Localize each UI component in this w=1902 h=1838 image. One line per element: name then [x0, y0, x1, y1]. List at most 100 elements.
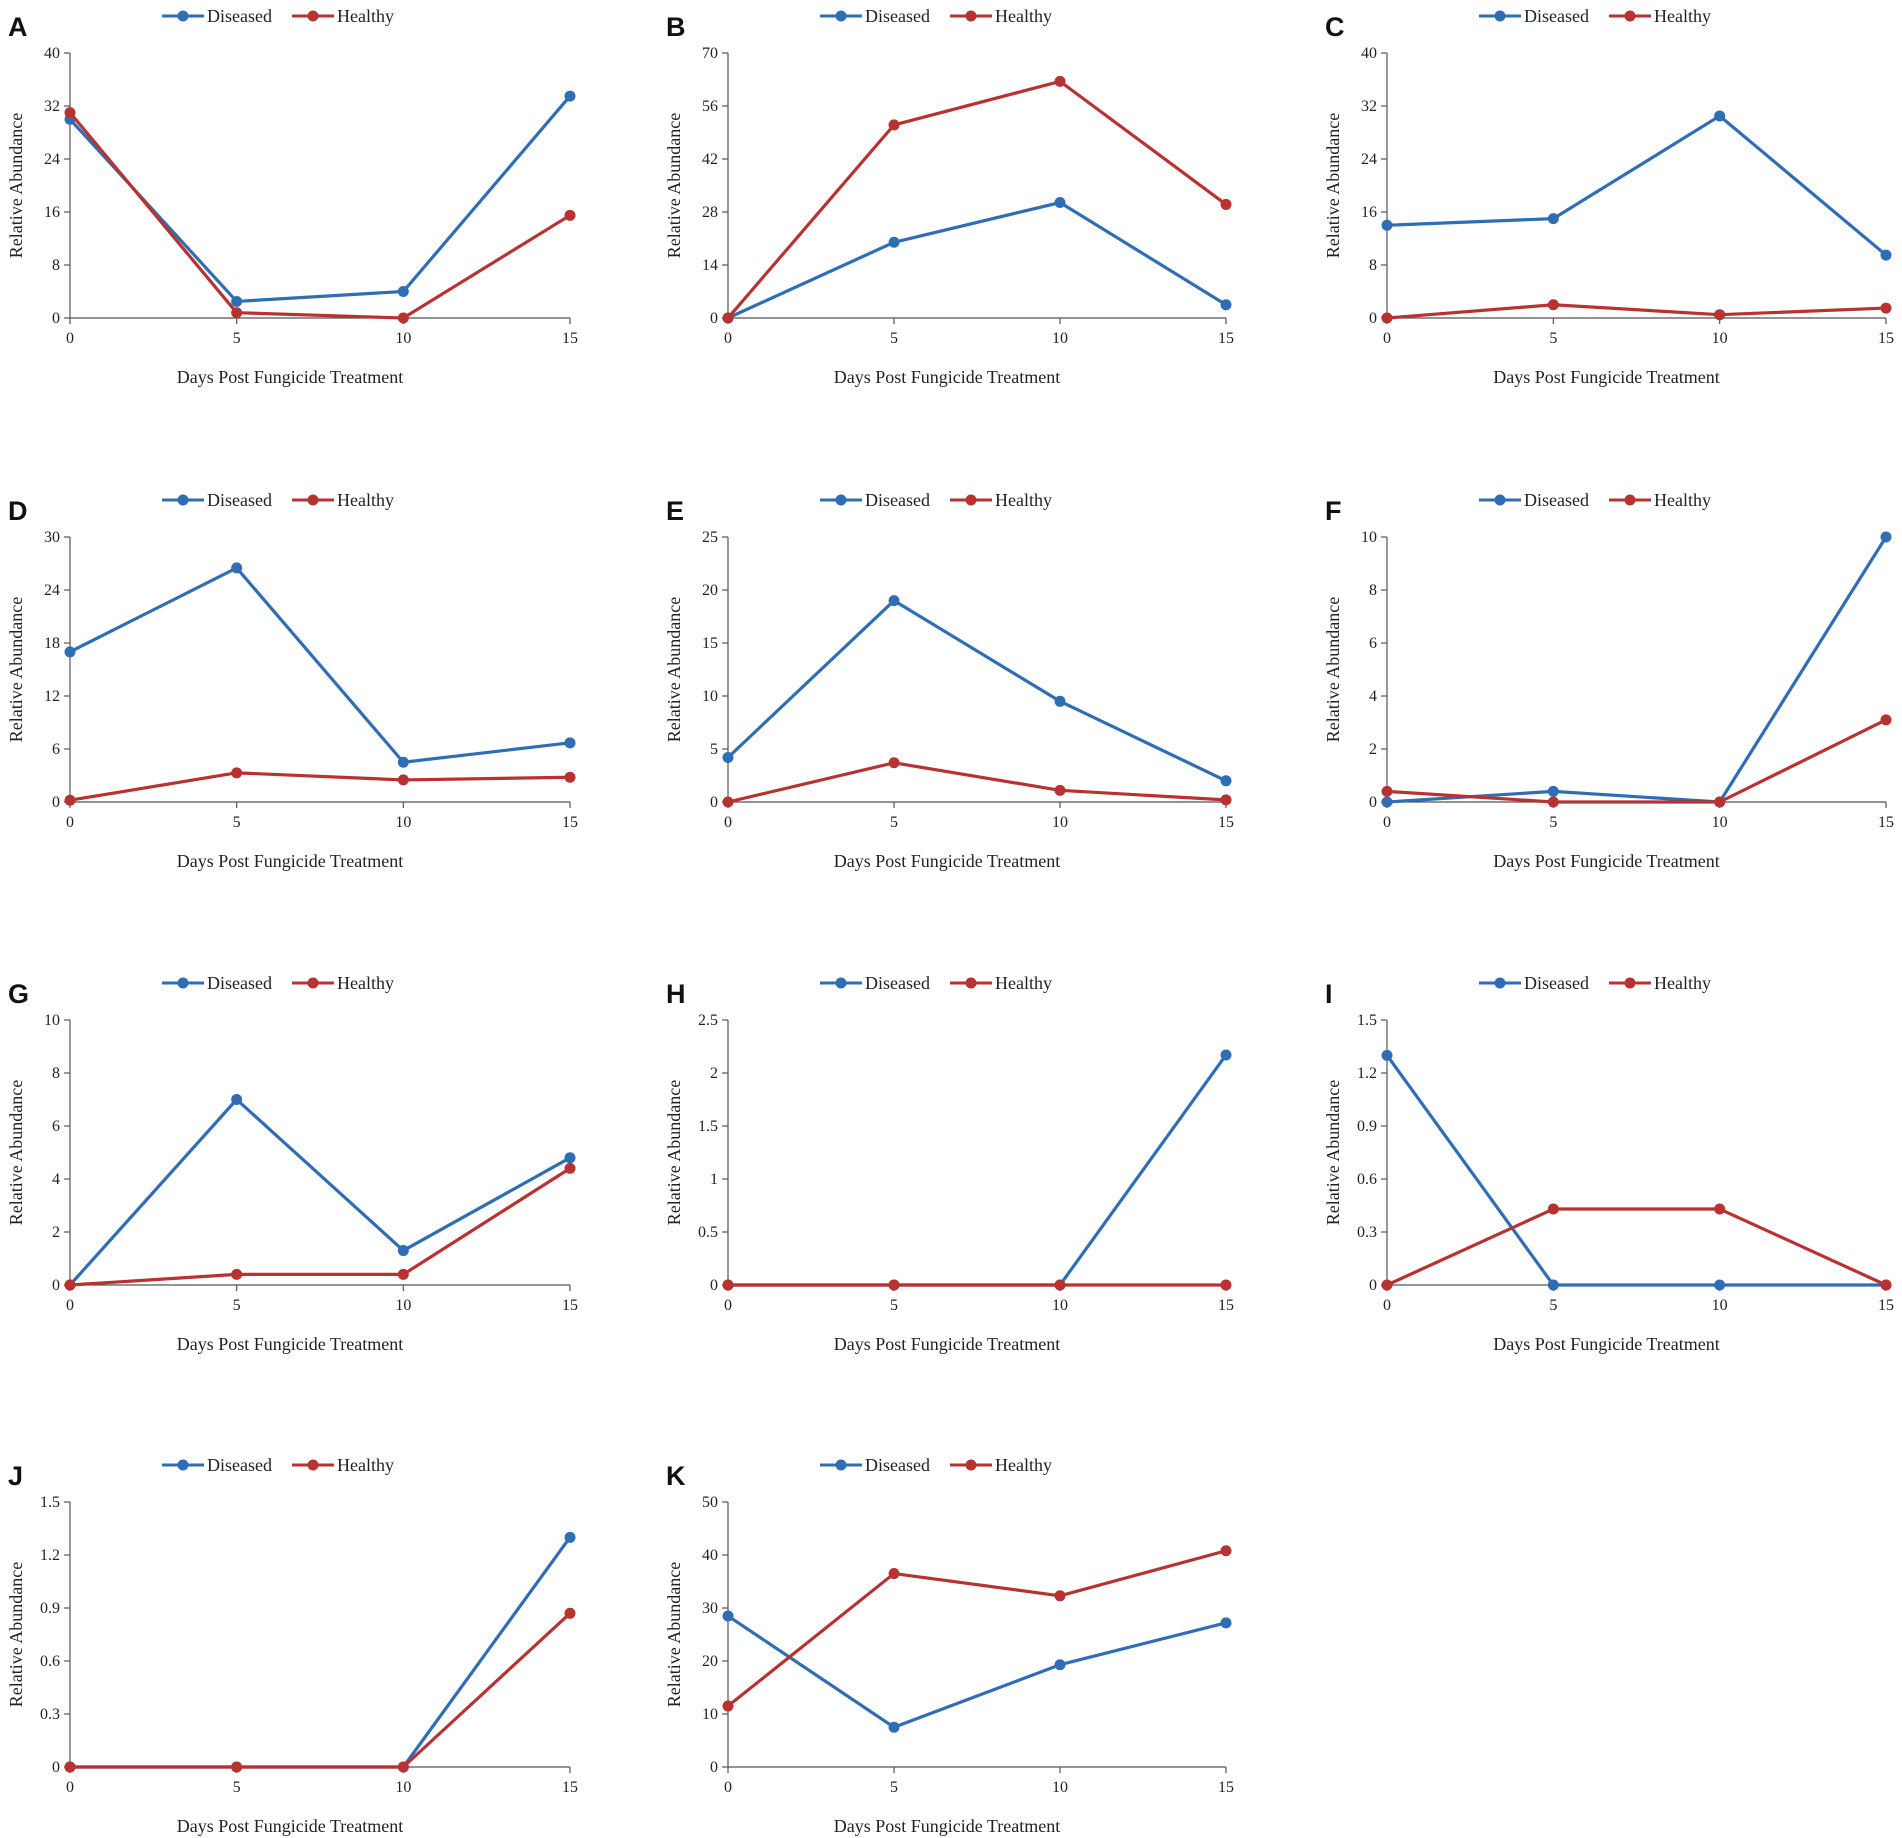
point-healthy-d: [231, 767, 243, 779]
y-tick-label-b: 70: [702, 45, 718, 62]
y-tick-label-h: 1.5: [698, 1118, 718, 1135]
panel-letter-k: K: [666, 1461, 686, 1491]
legend-label-diseased: Diseased: [865, 1455, 930, 1475]
point-healthy-j: [397, 1761, 409, 1773]
series-line-healthy-c: [1386, 303, 1887, 320]
x-tick-label-h: 10: [1052, 1297, 1068, 1314]
y-tick-label-f: 4: [1369, 688, 1377, 705]
legend-marker-diseased: [835, 10, 847, 22]
legend-marker-healthy: [1624, 10, 1636, 22]
legend-marker-diseased: [1494, 10, 1506, 22]
y-tick-label-b: 42: [702, 151, 718, 168]
x-tick-label-b: 0: [724, 330, 732, 347]
point-diseased-g: [231, 1094, 243, 1105]
x-tick-label-c: 15: [1878, 330, 1894, 347]
y-tick-label-e: 10: [702, 688, 718, 705]
y-tick-label-i: 1.5: [1357, 1012, 1377, 1029]
point-healthy-a: [397, 312, 409, 324]
y-tick-label-g: 8: [52, 1065, 60, 1082]
legend-marker-diseased: [177, 977, 189, 989]
point-healthy-g: [397, 1268, 409, 1280]
legend-marker-healthy: [307, 977, 319, 989]
x-tick-label-d: 5: [233, 814, 241, 831]
point-diseased-a: [564, 90, 576, 102]
y-tick-label-d: 30: [44, 529, 60, 546]
series-line-healthy-d: [69, 771, 571, 802]
y-tick-label-g: 4: [52, 1171, 60, 1188]
point-healthy-i: [1547, 1203, 1559, 1215]
point-healthy-j: [564, 1607, 576, 1619]
series-line-diseased-c: [1386, 114, 1888, 257]
legend-marker-healthy: [307, 1459, 319, 1471]
y-tick-label-f: 6: [1369, 635, 1377, 652]
y-tick-label-j: 0: [52, 1759, 60, 1776]
point-healthy-g: [564, 1162, 576, 1174]
y-tick-label-i: 0: [1369, 1277, 1377, 1294]
point-diseased-e: [722, 751, 734, 763]
legend-label-diseased: Diseased: [1524, 6, 1589, 26]
series-line-diseased-g: [68, 1097, 571, 1287]
y-tick-label-h: 0: [710, 1277, 718, 1294]
x-tick-label-b: 10: [1052, 330, 1068, 347]
panel-letter-a: A: [8, 12, 28, 42]
point-diseased-g: [564, 1152, 576, 1164]
y-tick-label-h: 1: [710, 1171, 718, 1188]
point-diseased-b: [1054, 197, 1066, 209]
y-tick-label-k: 0: [710, 1759, 718, 1776]
point-healthy-e: [1054, 784, 1066, 796]
x-axis-title-d: Days Post Fungicide Treatment: [177, 851, 404, 871]
legend-marker-healthy: [1624, 977, 1636, 989]
x-tick-label-f: 5: [1549, 814, 1557, 831]
legend-label-healthy: Healthy: [1654, 973, 1711, 993]
y-tick-label-i: 1.2: [1357, 1065, 1377, 1082]
point-diseased-a: [231, 295, 243, 307]
x-tick-label-e: 10: [1052, 814, 1068, 831]
point-diseased-k: [722, 1610, 734, 1622]
panel-letter-f: F: [1325, 496, 1342, 526]
y-tick-label-c: 0: [1369, 310, 1377, 327]
legend-label-diseased: Diseased: [865, 490, 930, 510]
x-tick-label-e: 0: [724, 814, 732, 831]
x-tick-label-b: 5: [890, 330, 898, 347]
x-tick-label-g: 5: [233, 1297, 241, 1314]
point-healthy-c: [1880, 302, 1892, 314]
panel-letter-j: J: [8, 1461, 23, 1491]
point-healthy-g: [64, 1279, 76, 1291]
series-line-healthy-k: [727, 1549, 1227, 1708]
x-axis-title-k: Days Post Fungicide Treatment: [834, 1816, 1061, 1836]
x-tick-label-f: 0: [1383, 814, 1391, 831]
x-tick-label-b: 15: [1218, 330, 1234, 347]
y-tick-label-c: 16: [1361, 204, 1377, 221]
y-tick-label-g: 0: [52, 1277, 60, 1294]
y-tick-label-f: 10: [1361, 529, 1377, 546]
y-tick-label-e: 25: [702, 529, 718, 546]
point-diseased-i: [1381, 1049, 1393, 1061]
panel-d: D Diseased Healthy 0 6 12 18 24 30 0 5 10 15 Days Pos…: [6, 490, 578, 871]
y-tick-label-i: 0.6: [1357, 1171, 1377, 1188]
panel-g: G Diseased Healthy 0 2 4 6 8 10 0 5 10 15 Days Post F…: [6, 973, 578, 1354]
series-line-healthy-g: [69, 1167, 571, 1287]
y-tick-label-b: 56: [702, 98, 718, 115]
panel-letter-d: D: [8, 496, 28, 526]
point-healthy-i: [1714, 1203, 1726, 1215]
y-tick-label-b: 28: [702, 204, 718, 221]
series-line-diseased-d: [69, 566, 571, 764]
legend-label-healthy: Healthy: [995, 1455, 1052, 1475]
y-tick-label-k: 30: [702, 1600, 718, 1617]
point-diseased-b: [888, 236, 900, 248]
y-tick-label-i: 0.9: [1357, 1118, 1377, 1135]
y-tick-label-j: 1.5: [40, 1494, 60, 1511]
legend-marker-healthy: [965, 977, 977, 989]
x-tick-label-j: 5: [233, 1779, 241, 1796]
legend-label-diseased: Diseased: [865, 973, 930, 993]
legend-marker-diseased: [177, 1459, 189, 1471]
legend-label-healthy: Healthy: [1654, 6, 1711, 26]
panel-a: A Diseased Healthy 0 8 16 24 32 40 0 5 10 15 Days Pos…: [6, 6, 578, 387]
y-tick-label-c: 24: [1361, 151, 1377, 168]
point-healthy-h: [1220, 1279, 1232, 1291]
point-diseased-a: [397, 286, 409, 297]
point-healthy-i: [1381, 1279, 1393, 1291]
x-tick-label-j: 0: [66, 1779, 74, 1796]
series-line-healthy-e: [727, 761, 1227, 804]
